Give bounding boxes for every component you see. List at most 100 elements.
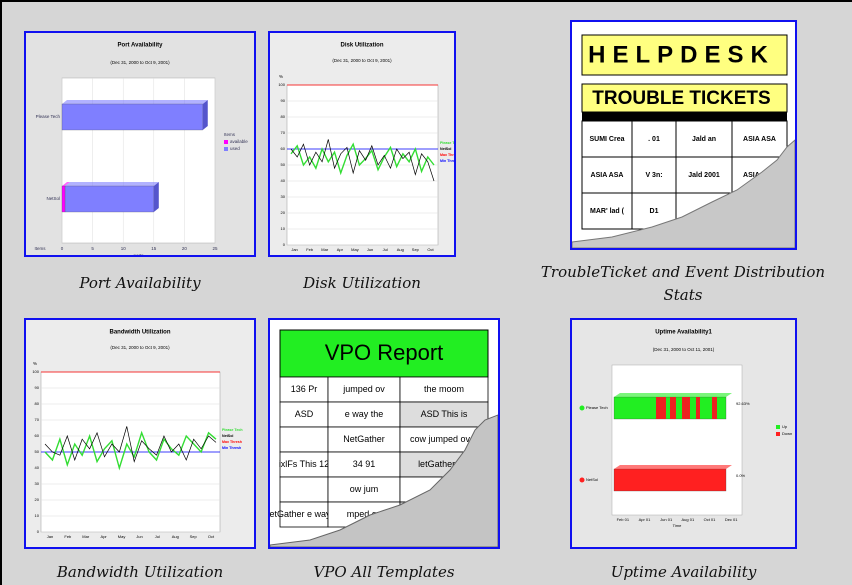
x-tick-label: Jul bbox=[155, 534, 160, 539]
chart-subtitle: (Dec 31, 2000 to Oct 9, 2001) bbox=[110, 60, 170, 65]
bar-side bbox=[202, 100, 208, 130]
y-tick-label: 40 bbox=[281, 178, 286, 183]
x-tick-label: 25 bbox=[212, 246, 218, 251]
banner-subtitle: TROUBLE TICKETS bbox=[592, 88, 770, 109]
y-tick-label: 60 bbox=[281, 146, 286, 151]
x-tick-label: May bbox=[118, 534, 126, 539]
legend-label: used bbox=[230, 146, 240, 151]
table-cell bbox=[581, 120, 633, 158]
thumbnail-image: HELPDESK TROUBLE TICKETS SUMI Crea . 01 Jald… bbox=[572, 22, 795, 248]
legend-swatch bbox=[776, 425, 780, 429]
category-label: NetSol bbox=[586, 477, 598, 482]
banner bbox=[581, 83, 788, 113]
data-line bbox=[44, 430, 217, 471]
table-cell bbox=[279, 476, 329, 503]
chart-title: Uptime Availability1 bbox=[655, 330, 712, 336]
x-axis-label: ports bbox=[133, 253, 144, 255]
header-bar bbox=[582, 112, 787, 121]
x-tick-label: Mar bbox=[82, 534, 90, 539]
x-tick-label: Apr 01 bbox=[639, 517, 652, 522]
x-tick-label: Feb bbox=[64, 534, 72, 539]
y-axis-label: % bbox=[279, 74, 283, 79]
thumbnail-image: Uptime Availability1 (Dec 31, 2000 to Oct… bbox=[572, 320, 795, 547]
table-cell bbox=[279, 426, 329, 453]
table-cell-text: MAR' lad ( bbox=[590, 208, 625, 215]
downtime bbox=[670, 397, 676, 419]
legend-label: Please Tech bbox=[222, 428, 243, 432]
thumbnail-image: Bandwidth Utilization (Dec 31, 2000 to Oc… bbox=[26, 320, 254, 547]
bar bbox=[61, 185, 66, 213]
caption: Port Availability bbox=[79, 274, 201, 292]
thumbnail-image: Disk Utilization (Dec 31, 2000 to Oct 9, … bbox=[270, 33, 454, 255]
y-tick-label: 20 bbox=[281, 210, 286, 215]
data-line bbox=[44, 426, 217, 463]
table-cell-text: ow jum bbox=[350, 484, 379, 494]
x-tick-label: May bbox=[351, 247, 359, 252]
thumbnail[interactable]: Uptime Availability1 (Dec 31, 2000 to Oct… bbox=[570, 318, 797, 549]
bar bbox=[61, 103, 203, 131]
x-tick-label: Mar bbox=[321, 247, 329, 252]
x-axis-label: Time bbox=[673, 523, 683, 528]
status-icon bbox=[579, 477, 585, 483]
legend-swatch bbox=[224, 140, 228, 144]
x-tick-label: Oct bbox=[208, 534, 215, 539]
table-cell-text: letGather Thi bbox=[418, 459, 470, 469]
chart-subtitle: (Dec 31, 2000 to Oct 11, 2001) bbox=[653, 347, 715, 352]
thumbnail[interactable]: Disk Utilization (Dec 31, 2000 to Oct 9, … bbox=[268, 31, 456, 257]
status-icon bbox=[579, 405, 585, 411]
y-tick-label: 20 bbox=[35, 497, 40, 502]
table-cell-text: 34 91 bbox=[353, 459, 376, 469]
x-tick-label: Apr bbox=[101, 534, 108, 539]
y-tick-label: 0 bbox=[283, 242, 286, 247]
legend-swatch bbox=[776, 432, 780, 436]
table-cell-text: D1 bbox=[650, 208, 659, 215]
torn-edge bbox=[572, 139, 795, 248]
table-cell-text: ixlFs This 12 bbox=[279, 459, 329, 469]
y-tick-label: 70 bbox=[35, 417, 40, 422]
chart-title: Port Availability bbox=[118, 43, 164, 49]
table-cell bbox=[631, 156, 677, 194]
y-tick-label: 90 bbox=[35, 385, 40, 390]
table-cell bbox=[631, 120, 677, 158]
legend-title: Items bbox=[224, 132, 236, 137]
table-cell bbox=[731, 120, 788, 158]
caption: Disk Utilization bbox=[303, 274, 421, 292]
table-cell-text: jumped ov bbox=[342, 384, 385, 394]
x-tick-label: Jun 01 bbox=[660, 517, 673, 522]
table-cell-text: Jald 2001 bbox=[688, 172, 720, 179]
table-cell-text: ASIA ASA bbox=[743, 136, 776, 143]
thumbnail[interactable]: Bandwidth Utilization (Dec 31, 2000 to Oc… bbox=[24, 318, 256, 549]
bar-top bbox=[62, 100, 208, 104]
downtime bbox=[656, 397, 666, 419]
table-cell bbox=[279, 501, 329, 528]
value-label: 92.63% bbox=[736, 401, 750, 406]
x-tick-label: 10 bbox=[121, 246, 127, 251]
table-cell-text: ASD bbox=[295, 409, 314, 419]
thumbnail[interactable]: VPO Report 136 Pr jumped ov the moom ASD e wa… bbox=[268, 318, 500, 549]
y-tick-label: 40 bbox=[35, 465, 40, 470]
table-cell-text: cow jumped over bbox=[410, 434, 478, 444]
bar-top bbox=[614, 393, 732, 397]
y-tick-label: 90 bbox=[281, 98, 286, 103]
downtime bbox=[696, 397, 700, 419]
y-tick-label: 0 bbox=[37, 529, 40, 534]
legend-label: Min Thresh bbox=[440, 159, 454, 163]
caption: TroubleTicket and Event Distribution Sta… bbox=[540, 263, 826, 304]
x-tick-label: 5 bbox=[91, 246, 94, 251]
caption: VPO All Templates bbox=[313, 563, 455, 581]
thumbnail[interactable]: Port Availability (Dec 31, 2000 to Oct 9,… bbox=[24, 31, 256, 257]
value-label: 0.0% bbox=[736, 473, 746, 478]
thumbnail-image: VPO Report 136 Pr jumped ov the moom ASD e wa… bbox=[270, 320, 498, 547]
y-tick-label: 100 bbox=[278, 82, 285, 87]
thumbnail[interactable]: HELPDESK TROUBLE TICKETS SUMI Crea . 01 Jald… bbox=[570, 20, 797, 250]
table-cell-text: e way the bbox=[345, 409, 384, 419]
y-tick-label: 50 bbox=[281, 162, 286, 167]
table-cell bbox=[675, 120, 733, 158]
table-cell-text: ASD This is bbox=[421, 409, 468, 419]
table-cell-text: V 3n: bbox=[645, 172, 662, 179]
x-tick-label: Jun bbox=[367, 247, 373, 252]
x-tick-label: Feb bbox=[306, 247, 314, 252]
table-cell-text: ASIA ASA bbox=[591, 172, 624, 179]
legend-label: Please Tech bbox=[440, 141, 454, 145]
